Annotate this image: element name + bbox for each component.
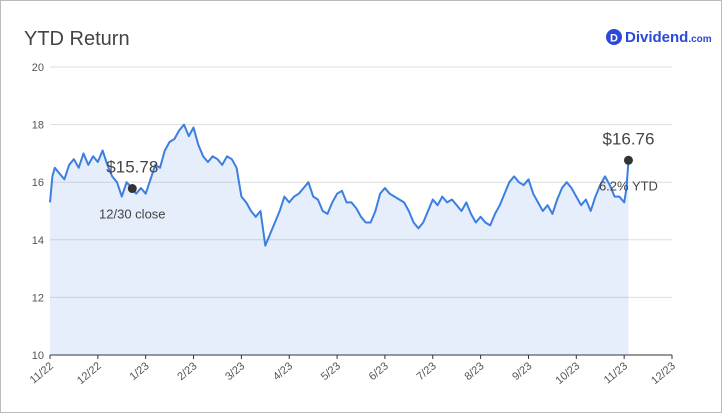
- brand-suffix: .com: [688, 34, 711, 45]
- annotation-value: $16.76: [602, 129, 654, 148]
- brand-icon: D: [610, 33, 618, 45]
- line: [49, 123, 630, 247]
- brand-text: Dividend: [625, 29, 688, 46]
- brand-name: Dividend.com: [625, 29, 712, 46]
- area: [50, 124, 629, 355]
- annotation-note: 6.2% YTD: [599, 178, 658, 193]
- y-tick-label: 12: [32, 292, 44, 304]
- annotation-note: 12/30 close: [99, 207, 166, 222]
- y-tick-label: 20: [32, 62, 44, 74]
- annotation-value: $15.78: [106, 158, 158, 177]
- y-tick-label: 18: [32, 120, 44, 132]
- chart-title: YTD Return: [24, 28, 130, 50]
- annotation-dot: [623, 155, 633, 165]
- y-tick-label: 10: [32, 350, 44, 362]
- y-tick-label: 16: [32, 177, 44, 189]
- annotation-dot: [127, 184, 137, 194]
- brand-icon-bg: [606, 29, 622, 45]
- y-tick-label: 14: [32, 235, 44, 247]
